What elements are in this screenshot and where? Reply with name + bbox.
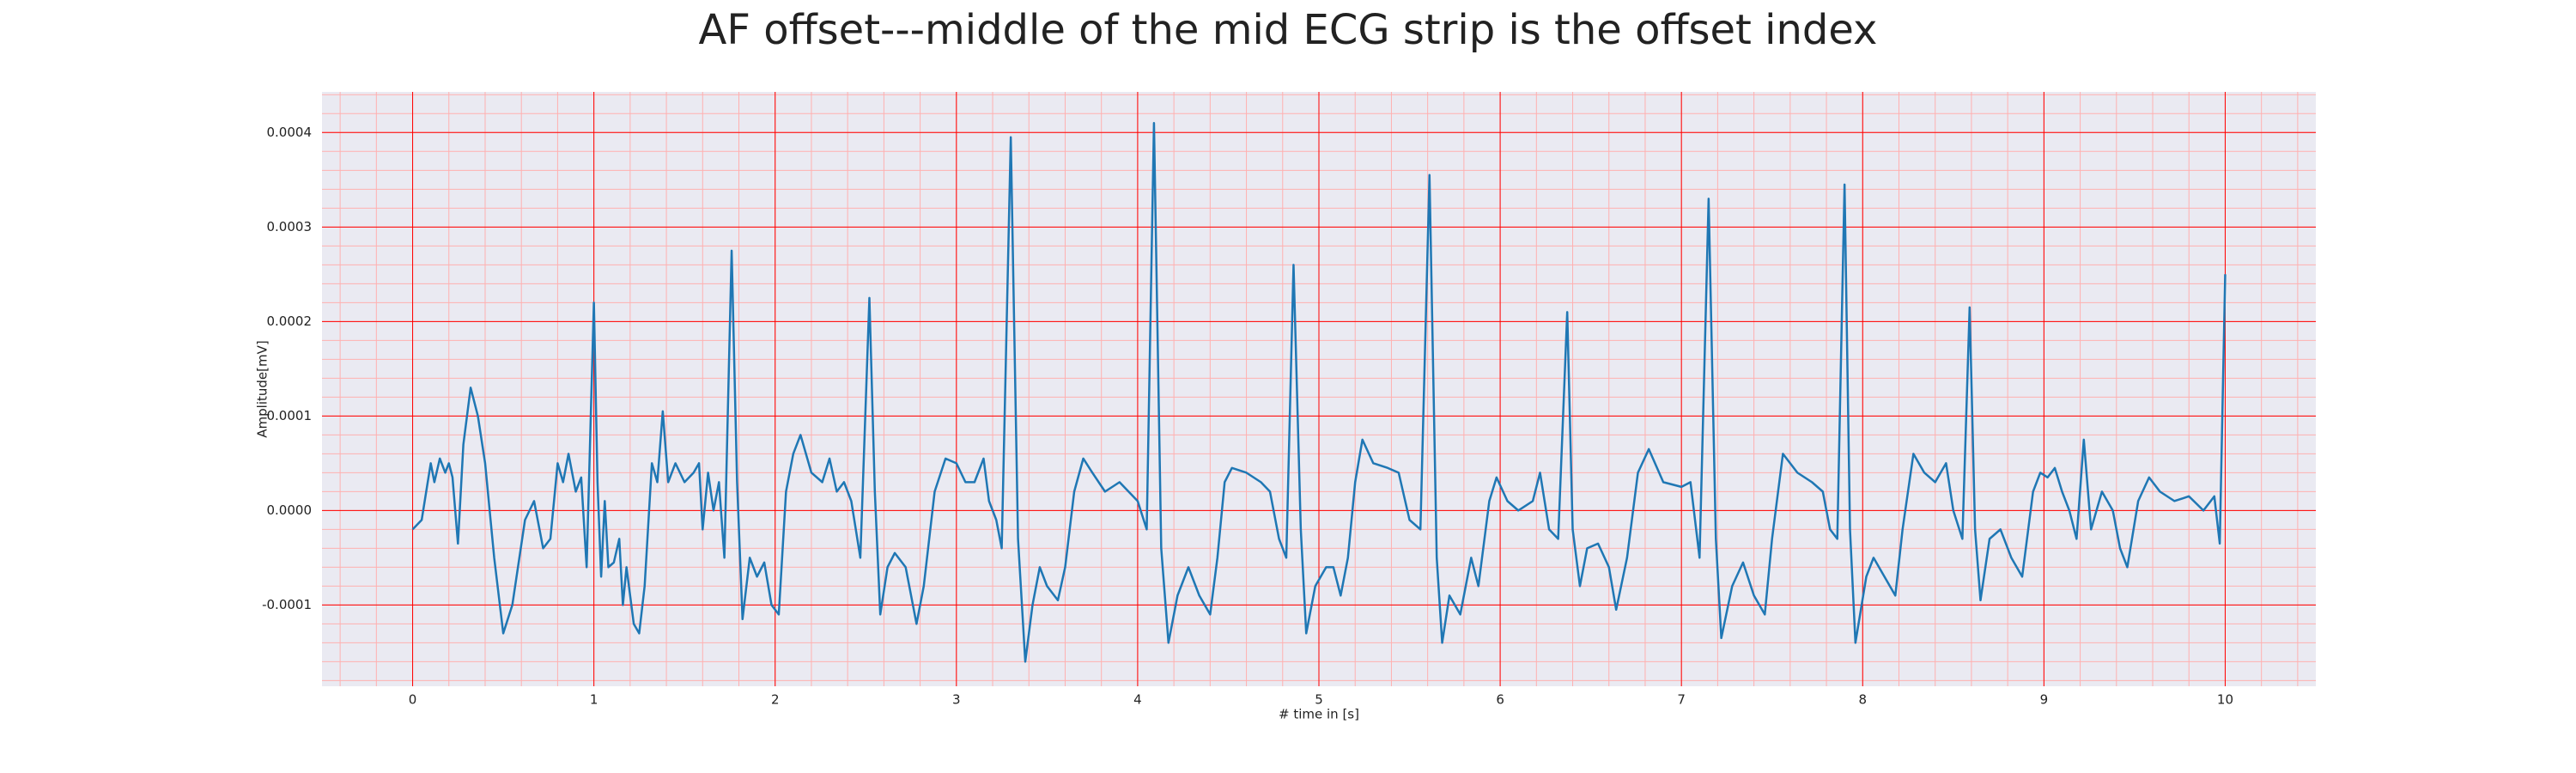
x-tick-label: 6 — [1496, 692, 1504, 708]
x-tick-label: 3 — [952, 692, 961, 708]
x-tick-label: 0 — [409, 692, 417, 708]
x-tick-label: 5 — [1315, 692, 1323, 708]
y-tick-label: 0.0000 — [267, 502, 313, 518]
x-tick-label: 4 — [1133, 692, 1142, 708]
y-tick-label: -0.0001 — [262, 597, 312, 612]
chart-title: AF offset---middle of the mid ECG strip … — [699, 6, 1878, 54]
y-tick-label: 0.0002 — [267, 313, 313, 329]
y-tick-label: 0.0001 — [267, 408, 313, 423]
x-tick-label: 1 — [590, 692, 598, 708]
ecg-line — [411, 122, 2227, 663]
x-tick-label: 9 — [2040, 692, 2049, 708]
x-tick-label: 10 — [2217, 692, 2233, 708]
x-tick-label: 8 — [1858, 692, 1867, 708]
y-axis-label: Amplitude[mV] — [255, 340, 270, 437]
x-tick-label: 2 — [771, 692, 780, 708]
x-tick-label: 7 — [1677, 692, 1686, 708]
x-axis-label: # time in [s] — [1279, 707, 1359, 722]
y-tick-label: 0.0003 — [267, 219, 313, 234]
y-tick-label: 0.0004 — [267, 125, 313, 140]
